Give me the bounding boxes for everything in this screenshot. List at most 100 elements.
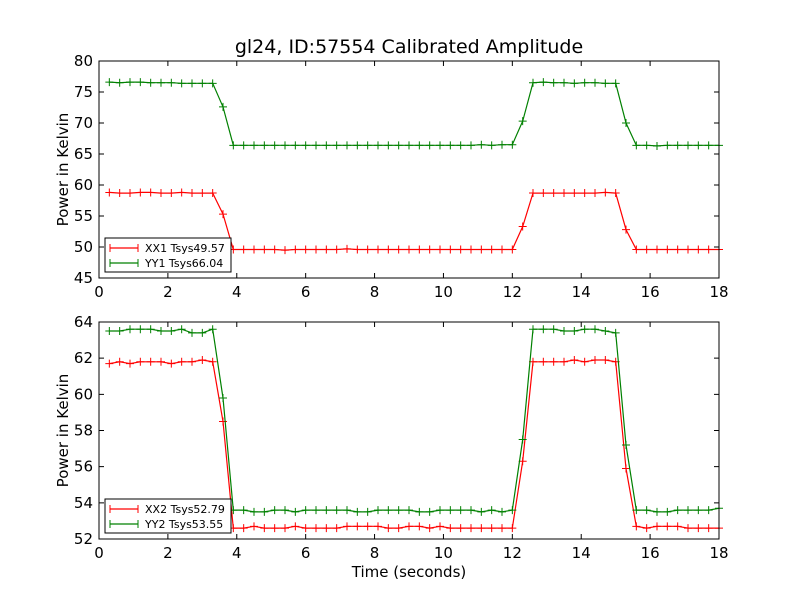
x-tick-label: 12 bbox=[503, 283, 522, 301]
data-point bbox=[446, 141, 455, 150]
data-point bbox=[332, 524, 341, 533]
data-point bbox=[436, 506, 444, 515]
data-point bbox=[167, 78, 176, 87]
data-point bbox=[374, 141, 382, 150]
y-tick-label: 60 bbox=[74, 176, 93, 194]
data-point bbox=[146, 188, 155, 197]
legend-label: XX2 Tsys52.79 bbox=[145, 503, 225, 516]
data-point bbox=[467, 506, 475, 515]
data-point bbox=[446, 506, 455, 515]
data-point bbox=[136, 357, 145, 366]
data-point bbox=[353, 245, 362, 254]
chart-panel-2: 0 2 4 6 8 10 12 14 16 18 52 54 56 58 60 62 64 Power in Ke… bbox=[54, 313, 729, 581]
data-point bbox=[322, 245, 331, 254]
data-point bbox=[539, 357, 548, 366]
data-point bbox=[704, 524, 713, 533]
data-point bbox=[260, 245, 269, 254]
data-point bbox=[601, 355, 610, 364]
data-point bbox=[157, 189, 165, 198]
data-point bbox=[312, 506, 320, 515]
data-point bbox=[353, 522, 362, 531]
legend-label: XX1 Tsys49.57 bbox=[145, 242, 225, 255]
data-point bbox=[126, 78, 134, 87]
data-point bbox=[146, 78, 155, 87]
data-point bbox=[105, 359, 114, 368]
data-point bbox=[653, 507, 661, 516]
data-point bbox=[219, 393, 227, 402]
data-point bbox=[529, 78, 537, 87]
data-point bbox=[115, 327, 124, 336]
data-point bbox=[632, 506, 641, 515]
data-point bbox=[198, 189, 207, 198]
data-point bbox=[167, 189, 176, 198]
data-point bbox=[343, 141, 351, 150]
data-point bbox=[126, 325, 134, 334]
data-point bbox=[198, 355, 207, 364]
data-point bbox=[312, 141, 320, 150]
data-point bbox=[105, 78, 114, 87]
data-point bbox=[115, 357, 124, 366]
x-tick-label: 10 bbox=[434, 283, 453, 301]
data-point bbox=[394, 245, 403, 254]
data-point bbox=[477, 140, 486, 149]
legend-box bbox=[104, 498, 232, 534]
x-tick-label: 2 bbox=[163, 283, 173, 301]
data-point bbox=[487, 524, 496, 533]
y-axis-label: Power in Kelvin bbox=[54, 374, 72, 488]
data-point bbox=[436, 141, 444, 150]
data-point bbox=[467, 524, 475, 533]
data-point bbox=[684, 524, 692, 533]
data-point bbox=[591, 325, 599, 334]
data-point bbox=[394, 506, 403, 515]
data-point bbox=[456, 524, 465, 533]
data-point bbox=[498, 245, 506, 254]
data-point bbox=[477, 524, 486, 533]
data-point bbox=[611, 328, 620, 337]
data-point bbox=[312, 245, 320, 254]
data-point bbox=[456, 245, 465, 254]
data-point bbox=[518, 222, 527, 231]
data-point bbox=[684, 245, 692, 254]
data-point bbox=[415, 245, 424, 254]
data-point bbox=[126, 359, 134, 368]
data-point bbox=[301, 141, 310, 150]
data-point bbox=[694, 506, 703, 515]
data-point bbox=[363, 141, 372, 150]
data-point bbox=[529, 189, 537, 198]
data-point bbox=[332, 506, 341, 515]
data-point bbox=[570, 355, 579, 364]
data-point bbox=[239, 245, 248, 254]
data-point bbox=[405, 506, 413, 515]
data-point bbox=[539, 325, 548, 334]
x-tick-label: 16 bbox=[641, 283, 660, 301]
data-point bbox=[467, 141, 475, 150]
data-point bbox=[374, 245, 382, 254]
data-point bbox=[157, 357, 165, 366]
data-point bbox=[363, 522, 372, 531]
data-point bbox=[580, 78, 589, 87]
x-tick-label: 8 bbox=[370, 544, 380, 562]
data-point bbox=[219, 102, 227, 111]
data-point bbox=[198, 328, 207, 337]
data-point bbox=[704, 141, 713, 150]
data-point bbox=[219, 210, 227, 219]
data-point bbox=[115, 78, 124, 87]
data-point bbox=[353, 141, 362, 150]
data-point bbox=[622, 225, 630, 234]
data-point bbox=[177, 79, 186, 88]
data-point bbox=[177, 325, 186, 334]
y-tick-label: 80 bbox=[74, 52, 93, 70]
data-point bbox=[642, 524, 651, 533]
data-point bbox=[384, 524, 393, 533]
data-point bbox=[570, 79, 579, 88]
data-point bbox=[260, 524, 269, 533]
data-point bbox=[374, 506, 382, 515]
x-tick-label: 4 bbox=[232, 283, 242, 301]
data-point bbox=[601, 79, 610, 88]
data-point bbox=[539, 189, 548, 198]
data-point bbox=[146, 357, 155, 366]
data-point bbox=[384, 245, 393, 254]
data-point bbox=[281, 506, 289, 515]
data-point bbox=[611, 79, 620, 88]
